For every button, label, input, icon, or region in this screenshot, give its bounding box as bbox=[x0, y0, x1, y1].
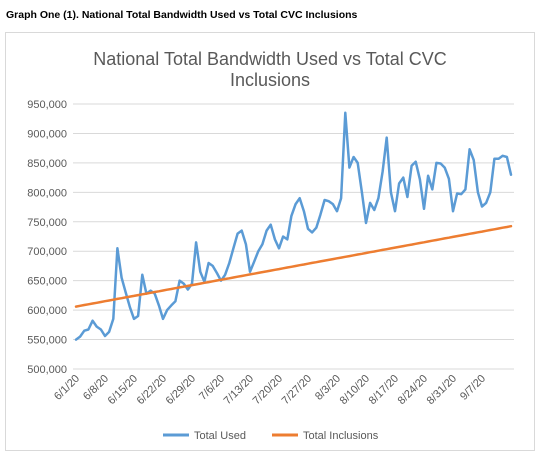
y-tick-label: 700,000 bbox=[27, 246, 67, 258]
y-tick-label: 850,000 bbox=[27, 158, 67, 170]
x-tick-label: 9/7/20 bbox=[458, 373, 488, 403]
chart-title-line-1: National Total Bandwidth Used vs Total C… bbox=[93, 49, 447, 69]
total-inclusions-line bbox=[74, 224, 513, 308]
x-tick-label: 7/13/20 bbox=[222, 373, 256, 407]
x-tick-label: 7/20/20 bbox=[251, 373, 285, 407]
y-tick-label: 600,000 bbox=[27, 305, 67, 317]
y-tick-label: 550,000 bbox=[27, 335, 67, 347]
x-tick-label: 6/22/20 bbox=[135, 373, 169, 407]
x-tick-label: 6/15/20 bbox=[106, 373, 140, 407]
y-tick-label: 500,000 bbox=[27, 364, 67, 376]
y-tick-label: 800,000 bbox=[27, 187, 67, 199]
gridlines bbox=[73, 103, 514, 370]
x-axis-tick-labels: 6/1/206/8/206/15/206/22/206/29/207/6/207… bbox=[52, 373, 488, 407]
legend-item-total-inclusions-label: Total Inclusions bbox=[303, 430, 379, 442]
legend-item-total-used-label: Total Used bbox=[194, 430, 246, 442]
series-lines bbox=[74, 111, 513, 341]
y-tick-label: 650,000 bbox=[27, 276, 67, 288]
y-tick-label: 900,000 bbox=[27, 128, 67, 140]
figure-caption: Graph One (1). National Total Bandwidth … bbox=[6, 9, 358, 21]
x-tick-label: 6/29/20 bbox=[164, 373, 198, 407]
x-tick-label: 6/1/20 bbox=[52, 373, 82, 403]
x-tick-label: 8/24/20 bbox=[396, 373, 430, 407]
y-axis-tick-labels: 500,000 550,000 600,000 650,000 700,000 750,0… bbox=[27, 99, 67, 376]
x-tick-label: 8/17/20 bbox=[367, 373, 401, 407]
chart-title-line-2: Inclusions bbox=[230, 70, 310, 90]
y-tick-label: 750,000 bbox=[27, 217, 67, 229]
chart-frame bbox=[5, 32, 535, 451]
y-tick-label: 950,000 bbox=[27, 99, 67, 111]
x-tick-label: 7/27/20 bbox=[280, 373, 314, 407]
x-tick-label: 8/31/20 bbox=[425, 373, 459, 407]
x-tick-label: 8/10/20 bbox=[338, 373, 372, 407]
total-used-line bbox=[74, 111, 513, 341]
legend: Total Used Total Inclusions bbox=[163, 430, 379, 442]
